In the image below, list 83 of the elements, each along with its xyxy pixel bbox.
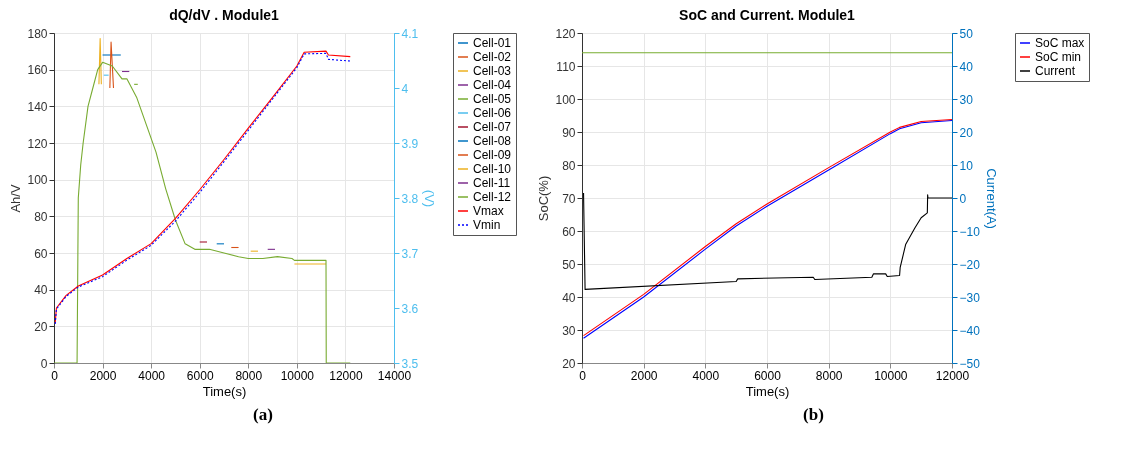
y2-tick-label: 40 (959, 59, 974, 74)
y2-tick-label: 3.5 (401, 356, 419, 371)
y2-tick-label: −40 (959, 323, 981, 338)
y-tick-label: 160 (27, 63, 48, 78)
legend-label: Vmax (473, 204, 504, 218)
y2-tick-label: 3.6 (401, 301, 419, 316)
x-axis-title: Time(s) (745, 383, 790, 399)
y-tick-label: 0 (40, 356, 48, 371)
line-series (54, 61, 351, 363)
line-series (582, 192, 952, 290)
y2-tick-label: −20 (959, 257, 981, 272)
y2-axis-title: (V) (422, 189, 438, 208)
legend-label: Cell-09 (473, 148, 512, 162)
y-tick-label: 120 (27, 136, 48, 151)
y2-tick-label: 3.7 (401, 246, 419, 261)
y-tick-label: 120 (555, 26, 576, 41)
y-tick-label: 40 (562, 290, 576, 305)
x-tick-label: 12000 (935, 368, 970, 383)
y2-tick-label: 50 (959, 26, 974, 41)
x-tick-label: 6000 (754, 368, 782, 383)
y2-tick-label: 0 (959, 191, 967, 206)
y-tick-label: 50 (562, 257, 576, 272)
chart-title: SoC and Current. Module1 (679, 7, 856, 23)
x-tick-label: 4000 (692, 368, 720, 383)
y2-tick-label: 3.8 (401, 191, 419, 206)
text: (a) (253, 405, 273, 425)
y-tick-label: 110 (556, 59, 576, 74)
y-tick-label: 60 (562, 224, 576, 239)
legend-label: Cell-05 (473, 92, 512, 106)
x-tick-label: 2000 (89, 368, 117, 383)
x-tick-label: 0 (51, 368, 59, 383)
legend-label: Current (1035, 64, 1076, 78)
x-tick-label: 10000 (280, 368, 315, 383)
y2-tick-label: 20 (959, 125, 974, 140)
legend-label: Cell-08 (473, 134, 512, 148)
chart-title: dQ/dV . Module1 (169, 7, 280, 23)
legend-label: Cell-06 (473, 106, 512, 120)
x-tick-label: 4000 (138, 368, 166, 383)
y-tick-label: 20 (562, 356, 576, 371)
y-axis-title: Ah/V (8, 184, 24, 213)
legend-label: SoC min (1035, 50, 1082, 64)
y-tick-label: 180 (27, 26, 48, 41)
y-tick-label: 90 (562, 125, 576, 140)
legend-label: Cell-03 (473, 64, 512, 78)
y2-tick-label: 10 (959, 158, 974, 173)
y-tick-label: 80 (34, 209, 48, 224)
legend-label: Cell-11 (473, 176, 511, 190)
y2-axis-title: Current(A) (983, 168, 999, 229)
x-tick-label: 14000 (377, 368, 412, 383)
x-tick-label: 8000 (235, 368, 263, 383)
legend-label: Cell-01 (473, 36, 512, 50)
y-tick-label: 20 (34, 319, 48, 334)
legend-label: Cell-04 (473, 78, 512, 92)
y-tick-label: 100 (555, 92, 576, 107)
legend-label: Cell-12 (473, 190, 512, 204)
y2-tick-label: −10 (959, 224, 981, 239)
y-tick-label: 80 (562, 158, 576, 173)
x-axis-title: Time(s) (202, 383, 247, 399)
y-tick-label: 40 (34, 283, 48, 298)
y-tick-label: 70 (562, 191, 576, 206)
y2-tick-label: 4 (401, 81, 409, 96)
y2-tick-label: 4.1 (401, 26, 419, 41)
legend-label: SoC max (1035, 36, 1085, 50)
text: (b) (803, 405, 824, 425)
legend-label: Cell-10 (473, 162, 512, 176)
x-tick-label: 10000 (874, 368, 908, 383)
legend-label: Cell-07 (473, 120, 512, 134)
legend-label: Vmin (473, 218, 501, 232)
x-tick-label: 0 (579, 368, 587, 383)
x-tick-label: 12000 (329, 368, 363, 383)
y-tick-label: 100 (27, 173, 48, 188)
y-tick-label: 30 (562, 323, 576, 338)
legend-label: Cell-02 (473, 50, 512, 64)
x-tick-label: 6000 (186, 368, 214, 383)
x-tick-label: 8000 (815, 368, 843, 383)
y2-tick-label: 30 (959, 92, 974, 107)
y-tick-label: 60 (34, 246, 48, 261)
y-tick-label: 140 (27, 99, 48, 114)
y-axis-title: SoC(%) (536, 175, 552, 222)
y2-tick-label: −30 (959, 290, 981, 305)
x-tick-label: 2000 (630, 368, 658, 383)
y2-tick-label: −50 (959, 356, 981, 371)
y2-tick-label: 3.9 (401, 136, 419, 151)
